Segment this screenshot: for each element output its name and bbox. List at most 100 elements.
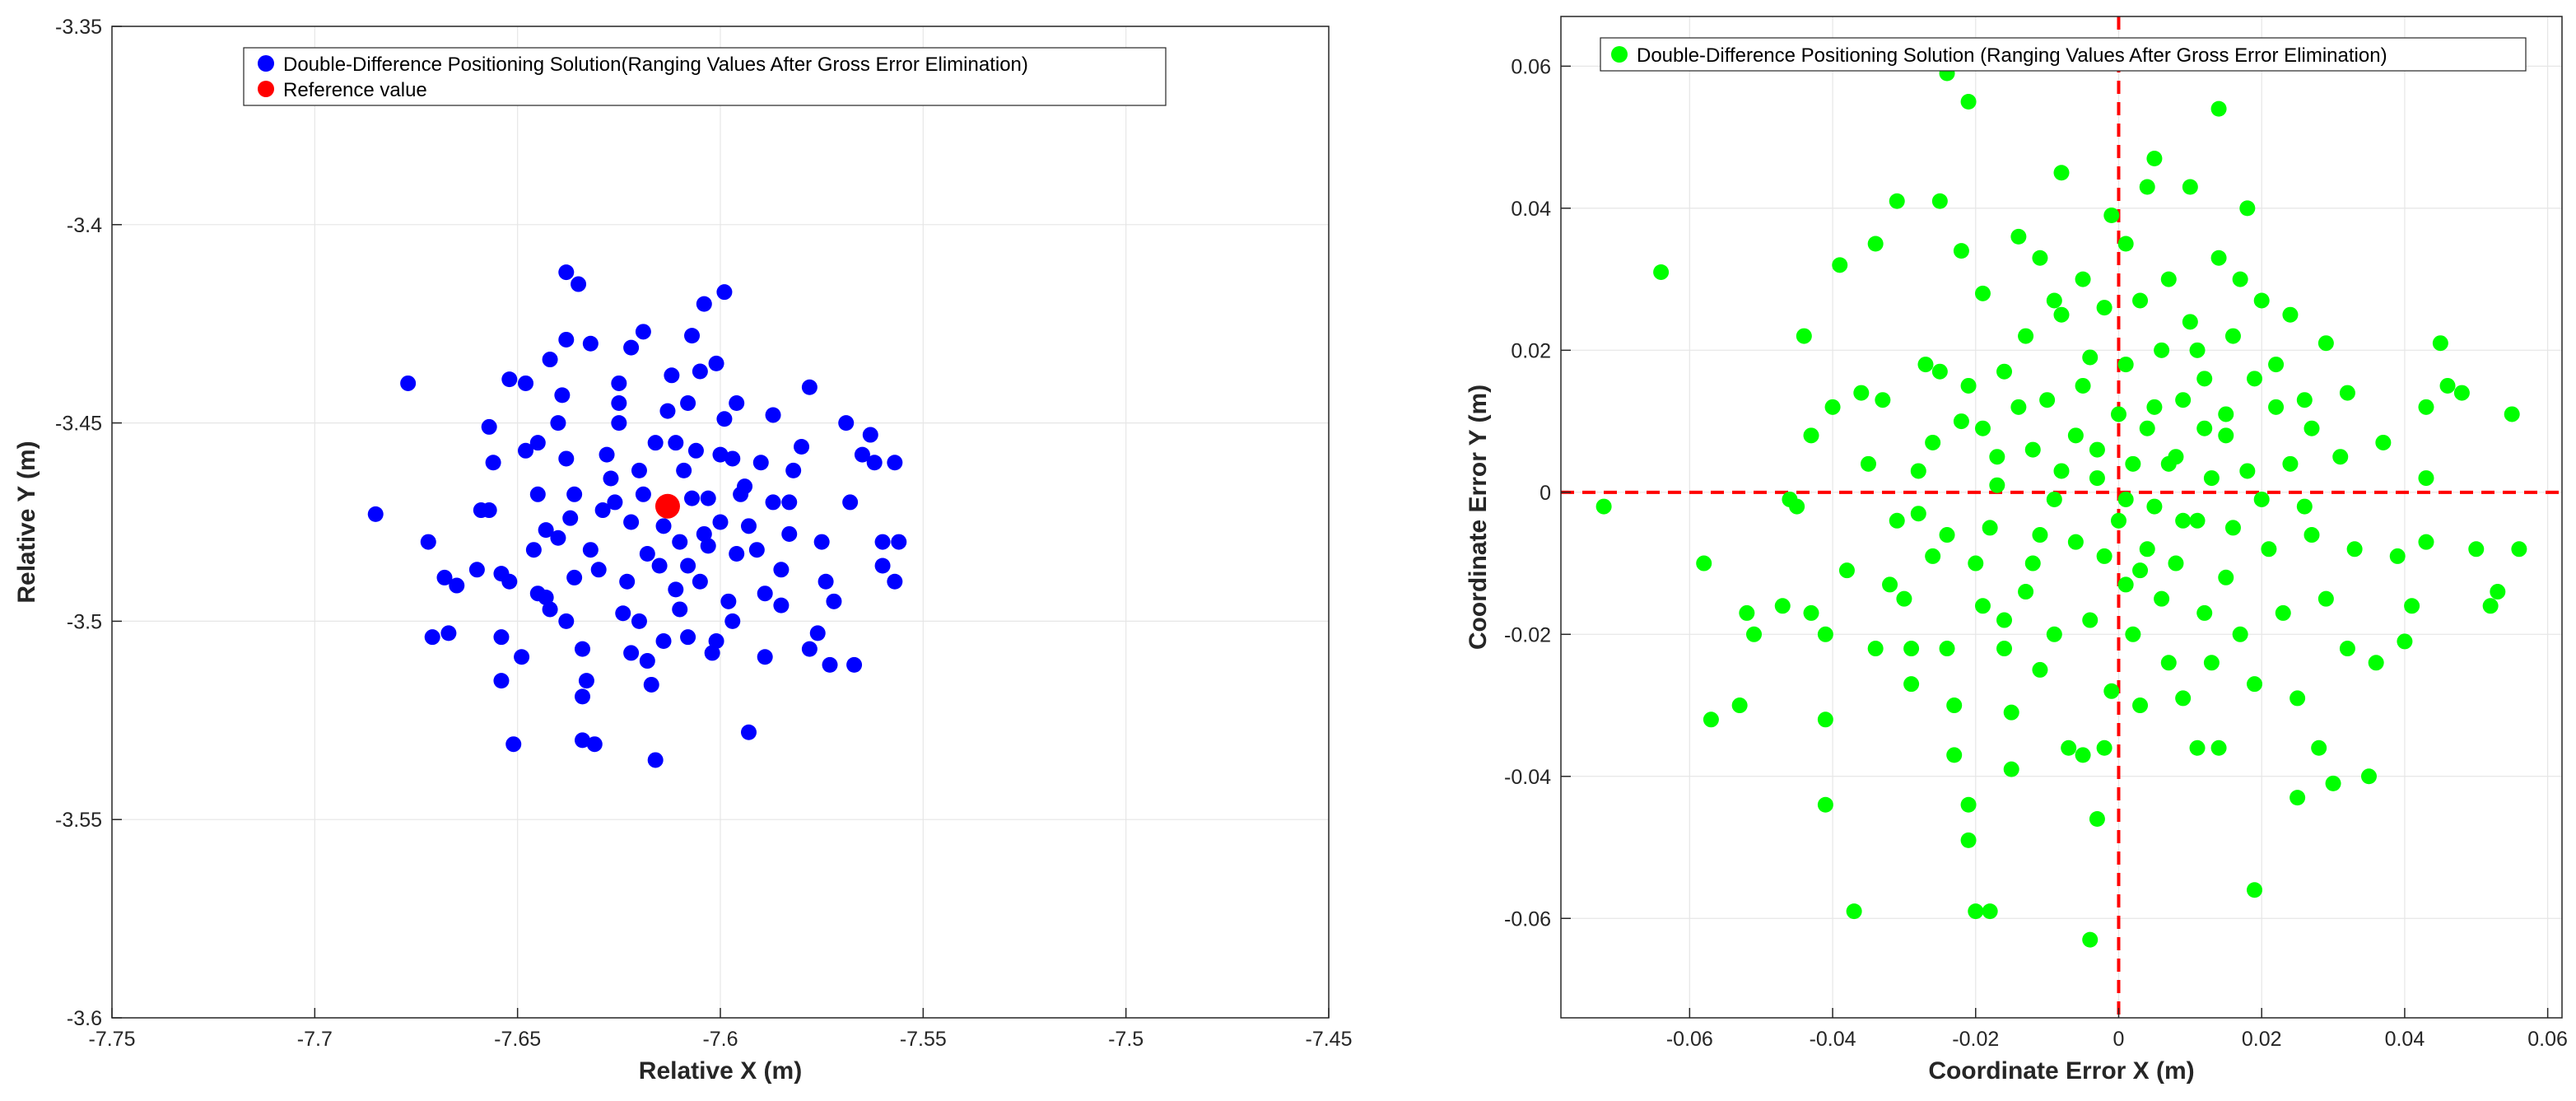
left-data-point xyxy=(676,462,692,478)
right-data-point xyxy=(2275,604,2291,621)
right-data-point xyxy=(1960,377,1977,394)
left-data-point xyxy=(708,632,724,649)
right-y-tick-label: -0.06 xyxy=(1504,907,1551,931)
left-data-point xyxy=(558,264,575,281)
right-data-point xyxy=(2453,385,2470,401)
left-data-point xyxy=(449,577,465,594)
right-data-point xyxy=(2368,655,2384,671)
left-y-tick-label: -3.4 xyxy=(67,214,102,237)
right-data-point xyxy=(2117,576,2134,593)
right-legend: Double-Difference Positioning Solution (… xyxy=(1600,37,2527,72)
right-data-point xyxy=(2053,306,2070,323)
right-data-point xyxy=(1903,641,1920,657)
right-data-point xyxy=(1817,711,1833,728)
left-data-point xyxy=(716,284,733,301)
left-data-point xyxy=(603,470,619,487)
right-data-point xyxy=(2175,512,2192,529)
left-data-point xyxy=(571,276,587,292)
right-data-point xyxy=(2189,739,2206,756)
right-data-point xyxy=(2490,584,2506,600)
right-data-point xyxy=(1989,477,2005,493)
left-data-point xyxy=(854,446,870,463)
left-data-point xyxy=(558,331,575,348)
right-data-point xyxy=(1989,449,2005,465)
right-data-point xyxy=(2082,931,2099,948)
left-data-point xyxy=(712,514,729,530)
right-data-point xyxy=(2418,399,2434,415)
right-data-point xyxy=(2039,392,2056,408)
left-data-point xyxy=(813,534,830,550)
left-data-point xyxy=(493,629,510,646)
left-data-point xyxy=(594,502,611,519)
right-data-point xyxy=(2218,569,2234,585)
right-data-point xyxy=(2296,392,2313,408)
left-data-point xyxy=(748,542,765,558)
left-x-tick-label: -7.75 xyxy=(89,1028,136,1051)
right-data-point xyxy=(2018,584,2034,600)
left-data-point xyxy=(436,569,453,585)
left-data-point xyxy=(485,455,501,471)
right-data-point xyxy=(1996,612,2013,628)
right-data-point xyxy=(2247,882,2263,898)
right-data-point xyxy=(1653,264,1670,280)
left-data-point xyxy=(740,724,757,740)
right-data-point xyxy=(2224,328,2241,344)
left-data-point xyxy=(562,510,579,526)
left-data-point xyxy=(529,435,546,451)
right-data-points xyxy=(1595,65,2527,948)
left-data-point xyxy=(720,593,737,609)
left-data-point xyxy=(668,581,684,598)
right-data-point xyxy=(2075,377,2091,394)
right-data-point xyxy=(1803,427,1819,444)
left-data-point xyxy=(538,522,554,539)
right-data-point xyxy=(2010,399,2027,415)
left-data-point xyxy=(700,490,716,506)
right-data-point xyxy=(2268,357,2285,373)
right-data-point xyxy=(2053,463,2070,479)
right-data-point xyxy=(2317,335,2334,352)
left-data-point xyxy=(542,601,558,618)
right-data-point xyxy=(1903,676,1920,693)
left-data-point xyxy=(781,494,798,511)
right-data-point xyxy=(2046,491,2062,507)
right-legend-marker-solution xyxy=(1611,46,1628,63)
right-data-point xyxy=(2296,498,2313,515)
right-data-point xyxy=(1824,399,1841,415)
left-data-point xyxy=(493,673,510,689)
right-data-point xyxy=(2103,683,2120,699)
left-data-point xyxy=(623,514,640,530)
left-data-point xyxy=(643,676,659,693)
right-data-point xyxy=(2203,655,2220,671)
right-data-point xyxy=(1875,392,1891,408)
right-data-point xyxy=(2117,357,2134,373)
left-data-point xyxy=(838,415,855,432)
left-data-point xyxy=(765,407,781,423)
left-data-point xyxy=(801,379,818,395)
right-data-point xyxy=(2003,761,2019,777)
right-data-point xyxy=(1925,548,1941,564)
right-data-point xyxy=(2239,463,2256,479)
right-data-point xyxy=(2117,236,2134,252)
left-data-point xyxy=(623,339,640,356)
right-data-point xyxy=(1739,604,1755,621)
left-data-point xyxy=(672,534,688,550)
right-data-point xyxy=(2325,775,2341,791)
right-data-point xyxy=(2210,250,2227,266)
right-data-point xyxy=(1846,903,1862,920)
right-data-point xyxy=(1960,832,1977,848)
right-data-point xyxy=(1910,506,1926,522)
left-data-point xyxy=(611,395,627,412)
left-data-point xyxy=(752,455,769,471)
right-data-point xyxy=(2232,626,2248,642)
left-data-point xyxy=(550,530,566,546)
right-data-point xyxy=(1931,193,1948,209)
left-legend-label-solution: Double-Difference Positioning Solution(R… xyxy=(283,54,1028,76)
right-data-point xyxy=(1703,711,1719,728)
right-data-point xyxy=(2125,626,2141,642)
right-data-point xyxy=(2317,590,2334,607)
right-data-point xyxy=(2024,555,2041,571)
left-data-point xyxy=(635,486,651,502)
right-data-point xyxy=(2375,434,2392,450)
left-data-point xyxy=(765,494,781,511)
